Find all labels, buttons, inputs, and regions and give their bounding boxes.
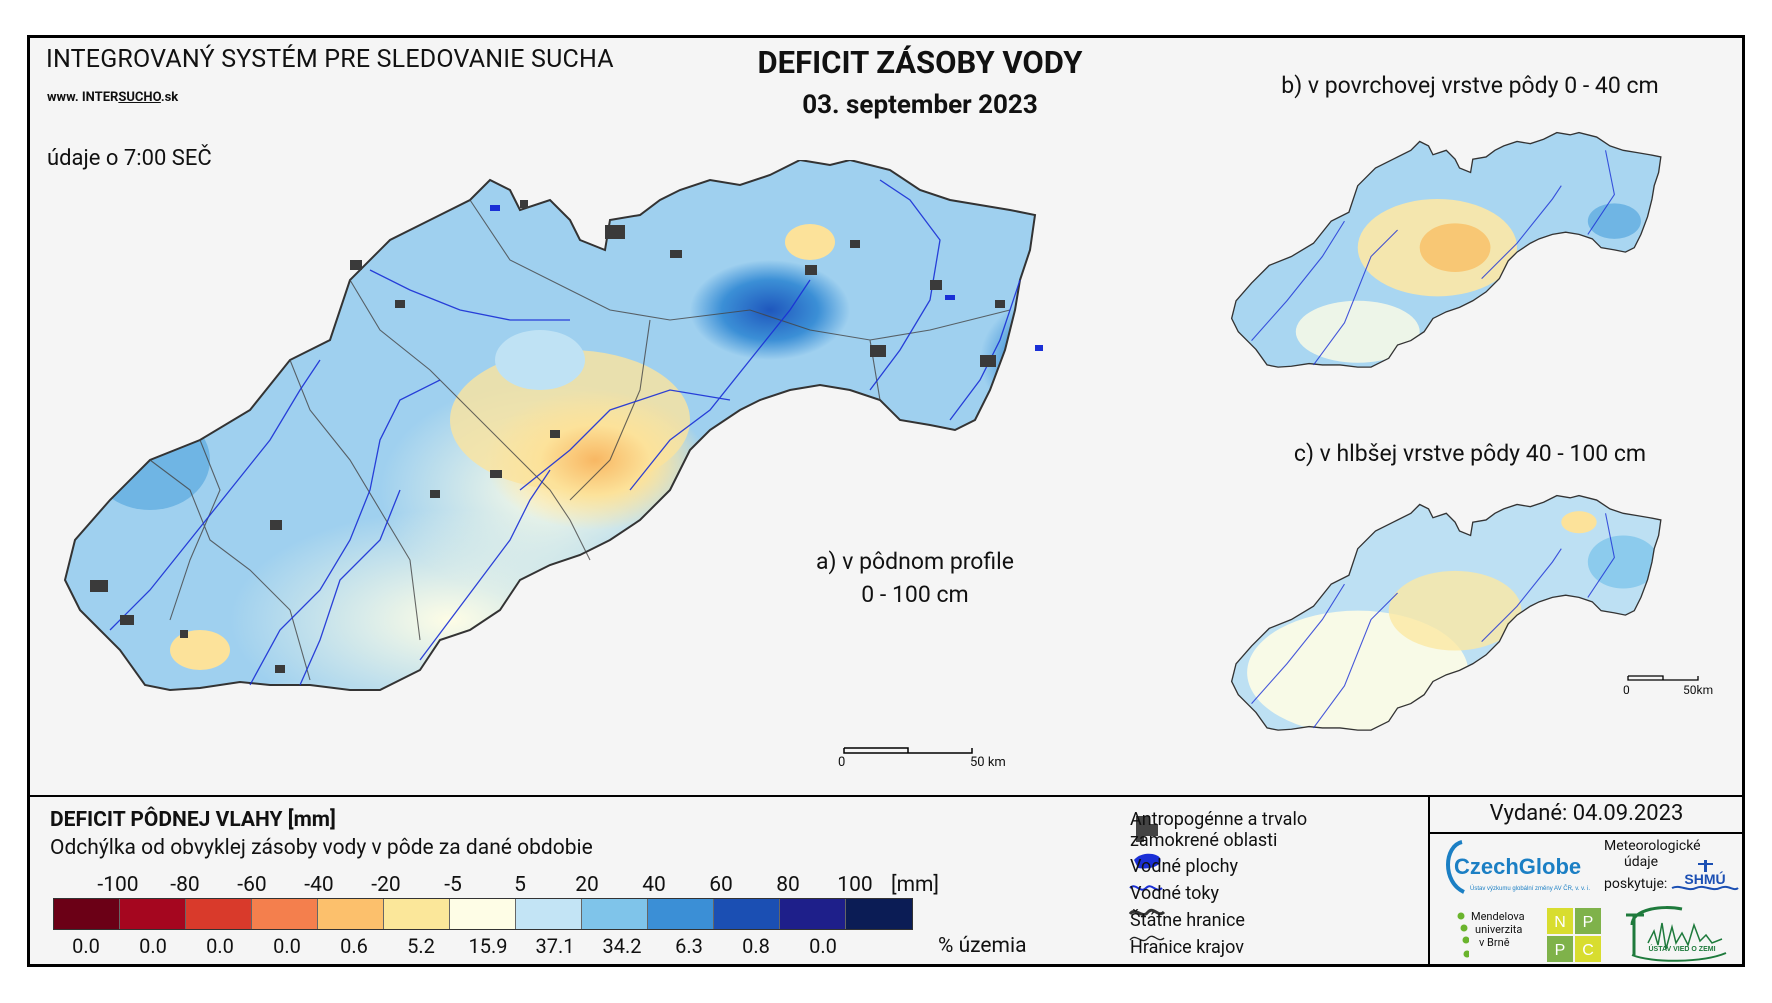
scale-main-start: 0: [838, 755, 846, 770]
legend-panel: [27, 795, 1745, 967]
symbol-rivers: Vodné toky: [1130, 883, 1220, 904]
legend-color-swatch: [252, 899, 318, 929]
czechglobe-sub: Ústav výzkumu globální změny AV ČR, v. v…: [1470, 885, 1590, 892]
break-label: 20: [575, 873, 599, 897]
legend-percent-value: 0.6: [340, 934, 368, 958]
website-link[interactable]: www. INTERSUCHO.sk: [47, 90, 179, 105]
legend-color-swatch: [846, 899, 912, 929]
symbol-state-borders: Štátne hranice: [1130, 910, 1245, 931]
legend-percentages: 0.0 0.0 0.0 0.0 0.6 5.2 15.9 37.1 34.2 6.3 0.8 0.0: [50, 934, 1050, 958]
legend-title: DEFICIT PÔDNEJ VLAHY [mm]: [50, 808, 336, 832]
legend-percent-value: 34.2: [602, 934, 642, 958]
map-c-label: c) v hlbšej vrstve pôdy 40 - 100 cm: [1293, 440, 1647, 467]
scale-bar-main: [843, 747, 973, 754]
legend-color-swatch: [54, 899, 120, 929]
break-label: 40: [642, 873, 666, 897]
svg-text:N: N: [1554, 914, 1566, 931]
map-surface-layer: [1230, 131, 1662, 368]
issued-divider: [1428, 832, 1745, 834]
nppc-logo: N P P C: [1547, 908, 1601, 962]
legend-subtitle: Odchýlka od obvyklej zásoby vody v pôde …: [50, 836, 593, 860]
legend-color-swatch: [120, 899, 186, 929]
time-note: údaje o 7:00 SEČ: [47, 146, 212, 171]
unit-label: [mm]: [891, 873, 939, 897]
svg-text:C: C: [1582, 942, 1594, 959]
legend-percent-value: 0.0: [139, 934, 167, 958]
meteo-provider: poskytuje:: [1604, 876, 1668, 892]
state-border-icon: [1128, 908, 1166, 917]
shmu-text: SHMÚ: [1684, 870, 1725, 887]
svg-text:P: P: [1555, 942, 1566, 959]
scale-bar-small: [1627, 675, 1699, 681]
mendel-dots-icon: [1457, 912, 1469, 958]
legend-color-swatch: [384, 899, 450, 929]
svg-text:P: P: [1583, 914, 1594, 931]
break-label: -80: [170, 873, 200, 897]
czechglobe-logo: CzechGlobe Ústav výzkumu globální změny …: [1446, 840, 1590, 894]
water-body-icon: [1134, 853, 1161, 869]
region-border-icon: [1129, 935, 1165, 942]
symbol-region-borders: Hranice krajov: [1130, 937, 1244, 958]
symbol-water-bodies: Vodné plochy: [1130, 856, 1239, 877]
break-label: 5: [514, 873, 526, 897]
scale-small-start: 0: [1623, 683, 1630, 697]
symbol-anthropogenic: Antropogénne a trvalo zamokrené oblasti: [1130, 809, 1308, 851]
map-main-soil-profile: [63, 160, 1043, 692]
legend-percent-value: 5.2: [407, 934, 435, 958]
break-label: -5: [444, 873, 462, 897]
scale-main-end: 50 km: [970, 755, 1006, 770]
urban-area-icon: [1136, 816, 1158, 842]
break-label: 100: [837, 873, 873, 897]
break-label: -100: [97, 873, 139, 897]
break-label: -40: [304, 873, 334, 897]
legend-percent-value: 37.1: [535, 934, 575, 958]
symbol-legend-icons: [1128, 816, 1166, 942]
issued-panel: [1428, 795, 1745, 967]
legend-color-swatch: [648, 899, 714, 929]
shmu-logo: SHMÚ: [1671, 860, 1739, 891]
map-b-label: b) v povrchovej vrstve pôdy 0 - 40 cm: [1281, 72, 1659, 99]
break-label: -60: [237, 873, 267, 897]
break-label: 60: [709, 873, 733, 897]
break-label: 80: [776, 873, 800, 897]
map-a-label: a) v pôdnom profile 0 - 100 cm: [816, 548, 1014, 608]
issued-date: Vydané: 04.09.2023: [1489, 801, 1684, 826]
legend-breaks: -100 -80 -60 -40 -20 -5 5 20 40 60 80 10…: [50, 873, 950, 899]
mendel-logo: Mendelova univerzita v Brně: [1455, 910, 1525, 958]
legend-percent-value: 15.9: [468, 934, 508, 958]
legend-color-swatch: [450, 899, 516, 929]
legend-colorbar: [53, 898, 913, 930]
legend-color-swatch: [318, 899, 384, 929]
system-name: INTEGROVANÝ SYSTÉM PRE SLEDOVANIE SUCHA: [46, 45, 614, 74]
legend-color-swatch: [582, 899, 648, 929]
break-label: -20: [371, 873, 401, 897]
meteo-note: Meteorologické údaje: [1604, 838, 1701, 870]
legend-percent-value: 0.8: [742, 934, 770, 958]
uvz-text: ÚSTAV VIED O ZEMI: [1648, 944, 1715, 953]
uvz-logo: ÚSTAV VIED O ZEMI: [1626, 906, 1727, 962]
legend-color-swatch: [714, 899, 780, 929]
legend-percent-value: 0.0: [273, 934, 301, 958]
legend-percent-value: 6.3: [675, 934, 703, 958]
legend-color-swatch: [186, 899, 252, 929]
scale-small-end: 50km: [1683, 683, 1714, 697]
legend-percent-value: 0.0: [809, 934, 837, 958]
legend-percent-value: 0.0: [206, 934, 234, 958]
map-date: 03. september 2023: [802, 90, 1038, 120]
legend-color-swatch: [780, 899, 846, 929]
legend-percent-value: 0.0: [72, 934, 100, 958]
legend-color-swatch: [516, 899, 582, 929]
river-icon: [1129, 885, 1163, 891]
map-title: DEFICIT ZÁSOBY VODY: [757, 44, 1083, 81]
percent-label: % územia: [938, 934, 1027, 958]
czechglobe-text: CzechGlobe: [1454, 854, 1581, 879]
map-deep-layer: [1230, 494, 1662, 731]
